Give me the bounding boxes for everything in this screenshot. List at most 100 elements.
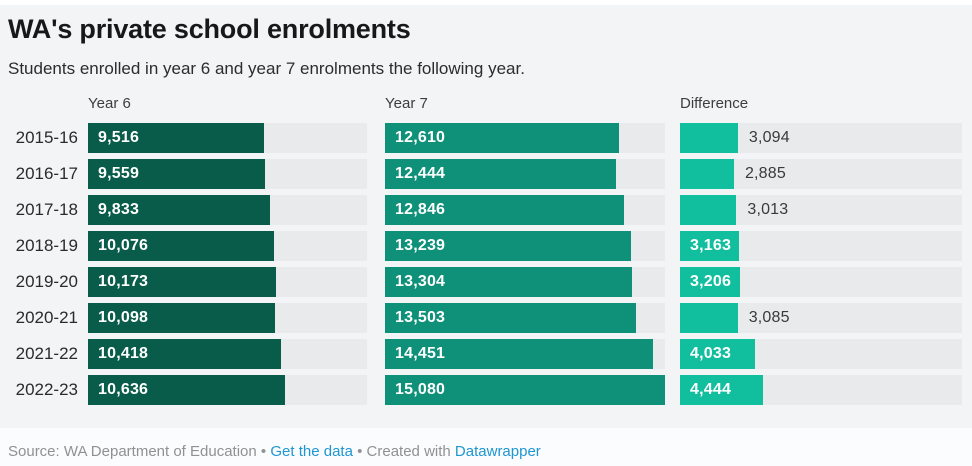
column-headers: Year 6 Year 7 Difference [0,96,972,112]
year6-bar: 9,559 [88,159,265,189]
year6-bar-track: 10,076 [88,231,367,261]
difference-bar-track: 3,206 3,206 [680,267,962,297]
year7-bar-track: 13,304 [385,267,665,297]
row-year-label: 2018-19 [15,236,78,255]
column-header-difference: Difference [680,95,749,112]
table-row: 2018-19 10,076 13,239 3,163 3,163 [0,231,972,261]
source-text: Source: WA Department of Education [8,443,257,460]
difference-value-inside: 4,033 [690,345,732,362]
difference-value-outside: 3,085 [748,309,790,326]
year6-bar-track: 9,833 [88,195,367,225]
created-with-text: Created with [366,443,451,460]
footer-separator: • [357,443,363,460]
year7-bar-track: 15,080 [385,375,665,405]
column-header-year6: Year 6 [88,95,131,112]
year6-bar: 10,418 [88,339,281,369]
difference-value-outside: 3,013 [747,201,789,218]
footer-separator: • [260,443,267,460]
year7-bar-track: 12,846 [385,195,665,225]
table-row: 2021-22 10,418 14,451 4,033 4,033 [0,339,972,369]
year6-bar: 10,636 [88,375,285,405]
table-row: 2017-18 9,833 12,846 3,013 3,013 [0,195,972,225]
difference-bar-track: 3,085 3,085 [680,303,962,333]
chart-subtitle: Students enrolled in year 6 and year 7 e… [8,59,525,78]
year6-bar: 9,516 [88,123,265,153]
table-row: 2022-23 10,636 15,080 4,444 4,444 [0,375,972,405]
year7-bar: 12,846 [385,195,624,225]
difference-value-inside: 3,163 [690,237,732,254]
year7-bar: 14,451 [385,339,654,369]
year6-value: 10,076 [98,237,149,254]
difference-bar-track: 2,885 2,885 [680,159,962,189]
year7-value: 13,304 [395,273,446,290]
year6-bar-track: 9,559 [88,159,367,189]
difference-bar: 3,206 [680,267,740,297]
year6-value: 9,559 [98,165,140,182]
row-year-label: 2021-22 [15,344,78,363]
year7-bar: 13,239 [385,231,631,261]
chart-rows: 2015-16 9,516 12,610 3,094 3,094 [0,123,972,405]
year7-value: 14,451 [395,345,446,362]
difference-bar-track: 3,163 3,163 [680,231,962,261]
year6-bar-track: 10,418 [88,339,367,369]
difference-value-inside: 4,444 [690,381,732,398]
year7-bar: 12,610 [385,123,620,153]
row-year-label: 2020-21 [15,308,78,327]
row-year-label: 2015-16 [15,128,78,147]
difference-bar: 4,444 [680,375,764,405]
year7-value: 12,610 [395,129,446,146]
table-row: 2020-21 10,098 13,503 3,085 3,085 [0,303,972,333]
difference-bar-track: 4,033 4,033 [680,339,962,369]
year7-bar: 12,444 [385,159,617,189]
year7-bar: 15,080 [385,375,665,405]
year7-value: 13,503 [395,309,446,326]
year6-value: 10,173 [98,273,149,290]
row-year-label: 2017-18 [15,200,78,219]
year7-bar-track: 12,610 [385,123,665,153]
difference-bar: 4,033 [680,339,756,369]
year7-bar-track: 13,503 [385,303,665,333]
table-row: 2015-16 9,516 12,610 3,094 3,094 [0,123,972,153]
year7-bar-track: 14,451 [385,339,665,369]
top-divider [0,0,972,5]
difference-bar: 3,094 [680,123,738,153]
year6-bar: 10,173 [88,267,277,297]
table-row: 2016-17 9,559 12,444 2,885 2,885 [0,159,972,189]
difference-bar-track: 3,013 3,013 [680,195,962,225]
year6-value: 9,516 [98,129,140,146]
row-year-label: 2022-23 [15,380,78,399]
year6-value: 9,833 [98,201,140,218]
year7-value: 12,444 [395,165,446,182]
year6-bar: 9,833 [88,195,270,225]
year7-value: 15,080 [395,381,446,398]
difference-bar: 3,163 [680,231,740,261]
year6-bar-track: 10,173 [88,267,367,297]
column-header-year7: Year 7 [385,95,428,112]
footer-attribution: Source: WA Department of Education • Get… [8,443,541,461]
year6-value: 10,636 [98,381,149,398]
year6-bar-track: 10,098 [88,303,367,333]
difference-value-outside: 2,885 [744,165,786,182]
datawrapper-link[interactable]: Datawrapper [454,443,541,460]
get-the-data-link[interactable]: Get the data [270,443,353,460]
year7-value: 13,239 [395,237,446,254]
difference-value-inside: 3,206 [690,273,732,290]
year6-bar-track: 10,636 [88,375,367,405]
year6-bar-track: 9,516 [88,123,367,153]
year6-bar: 10,098 [88,303,275,333]
difference-bar-track: 4,444 4,444 [680,375,962,405]
difference-bar: 3,013 [680,195,737,225]
difference-bar: 3,085 [680,303,738,333]
row-year-label: 2019-20 [15,272,78,291]
year7-bar: 13,503 [385,303,636,333]
year7-bar-track: 12,444 [385,159,665,189]
year6-value: 10,418 [98,345,149,362]
year7-value: 12,846 [395,201,446,218]
difference-bar: 2,885 [680,159,734,189]
year6-bar: 10,076 [88,231,275,261]
difference-bar-track: 3,094 3,094 [680,123,962,153]
table-row: 2019-20 10,173 13,304 3,206 3,206 [0,267,972,297]
page-title: WA's private school enrolments [8,14,411,44]
difference-value-outside: 3,094 [748,129,790,146]
year7-bar-track: 13,239 [385,231,665,261]
